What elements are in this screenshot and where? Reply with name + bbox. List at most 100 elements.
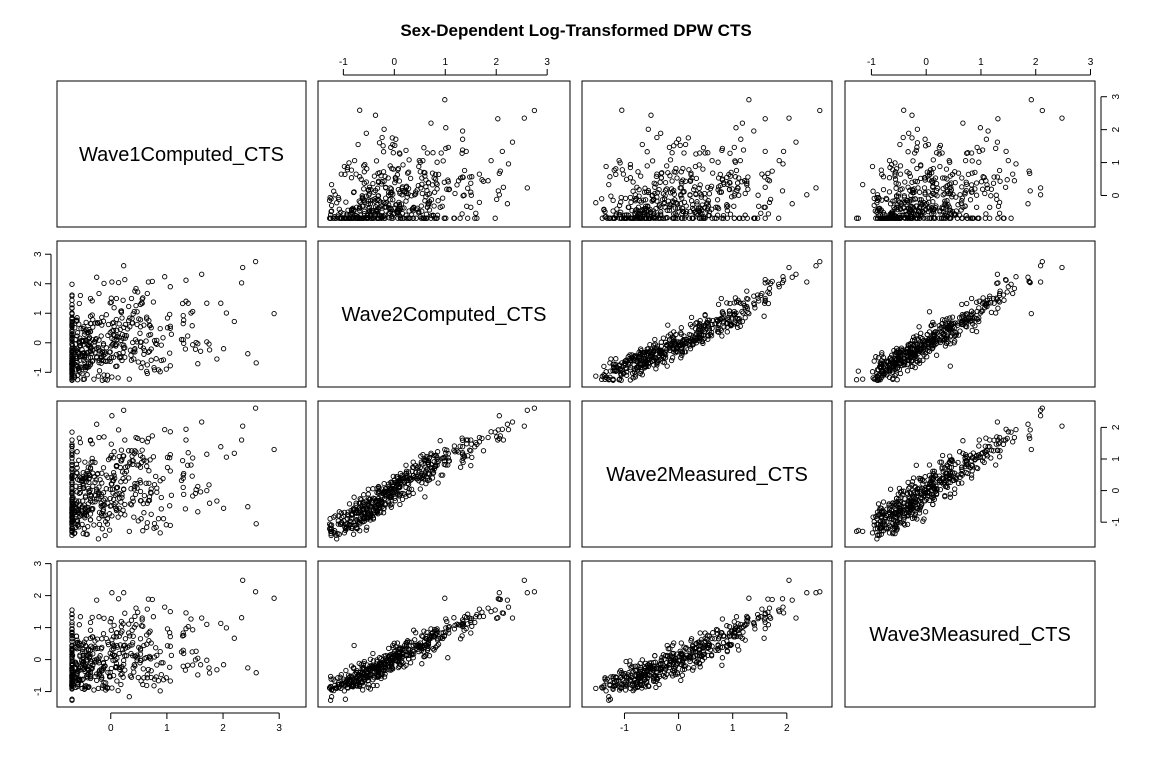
scatter-point: [126, 317, 132, 324]
scatter-point: [955, 202, 961, 208]
scatter-point: [751, 293, 757, 299]
scatter-point: [106, 527, 113, 533]
scatter-point: [1027, 427, 1033, 433]
scatter-point: [102, 351, 108, 357]
scatter-point: [855, 215, 861, 221]
scatter-point: [727, 211, 734, 217]
scatter-point: [756, 203, 762, 209]
scatter-point: [987, 204, 993, 210]
scatter-point: [635, 169, 641, 175]
scatter-point: [947, 173, 953, 179]
scatter-point: [728, 194, 735, 200]
scatter-point: [69, 437, 75, 443]
scatter-point: [690, 215, 696, 221]
scatter-point: [357, 107, 363, 113]
scatter-point: [669, 178, 675, 184]
scatter-point: [804, 192, 810, 198]
scatter-point: [789, 274, 795, 280]
scatter-point: [666, 342, 673, 348]
scatter-point: [687, 346, 694, 352]
scatter-point: [744, 288, 750, 294]
scatter-point: [674, 175, 680, 181]
scatter-point: [253, 521, 259, 527]
scatter-point: [182, 506, 189, 512]
scatter-point: [131, 669, 137, 675]
scatter-point: [676, 205, 682, 211]
scatter-point: [736, 317, 742, 323]
scatter-point: [627, 364, 634, 371]
scatter-point: [393, 136, 399, 142]
scatter-point: [610, 368, 616, 374]
scatter-point: [719, 145, 726, 152]
scatter-point: [500, 184, 507, 190]
scatter-point: [101, 280, 107, 287]
scatter-point: [1027, 188, 1033, 194]
scatter-point: [150, 454, 157, 460]
scatter-point: [649, 354, 656, 361]
scatter-point: [344, 167, 351, 173]
scatter-point: [77, 369, 83, 375]
scatter-point: [719, 215, 725, 221]
scatter-point: [756, 298, 762, 304]
scatter-point: [860, 528, 866, 535]
panel-wave1computed-cts-vs-wave2measured-cts: [581, 80, 833, 228]
scatter-point: [107, 349, 113, 355]
diagonal-label-wave1computed-cts: Wave1Computed_CTS: [79, 144, 284, 166]
scatter-point: [601, 363, 607, 370]
scatter-point: [130, 339, 136, 346]
scatter-point: [914, 179, 921, 185]
scatter-point: [708, 333, 715, 339]
scatter-point: [479, 177, 485, 183]
scatter-point: [952, 179, 958, 186]
scatter-point: [87, 343, 93, 349]
scatter-point: [935, 185, 941, 191]
scatter-point: [653, 173, 660, 180]
scatter-point: [914, 144, 920, 151]
scatter-point: [419, 208, 425, 214]
scatter-point: [942, 175, 948, 181]
scatter-point: [969, 170, 975, 176]
scatter-point: [968, 182, 975, 188]
scatter-point: [342, 171, 348, 178]
scatter-point: [111, 305, 117, 311]
scatter-point: [947, 181, 953, 187]
scatter-point: [776, 157, 782, 164]
scatter-point: [81, 526, 88, 532]
scatter-point: [720, 320, 727, 326]
scatter-point: [650, 197, 656, 204]
scatter-point: [403, 183, 410, 189]
scatter-point: [396, 150, 403, 156]
scatter-point: [880, 499, 887, 505]
scatter-point: [817, 107, 823, 114]
scatter-point: [789, 201, 795, 207]
scatter-point: [933, 352, 940, 358]
scatter-point: [662, 204, 668, 210]
scatter-point: [364, 524, 370, 530]
scatter-point: [113, 351, 120, 358]
scatter-point: [69, 336, 75, 342]
scatter-point: [762, 295, 768, 302]
scatter-point: [973, 328, 980, 335]
scatter-point: [431, 175, 437, 181]
scatter-point: [403, 462, 409, 468]
scatter-point: [731, 308, 737, 315]
scatter-point: [922, 175, 928, 181]
scatter-point: [128, 674, 135, 680]
scatter-point: [688, 198, 695, 204]
scatter-point: [431, 203, 437, 209]
scatter-point: [364, 166, 370, 172]
scatter-point: [343, 199, 349, 205]
scatter-point: [386, 645, 392, 652]
scatter-point: [134, 309, 140, 315]
scatter-point: [940, 185, 946, 192]
scatter-point: [72, 341, 79, 347]
scatter-point: [443, 215, 449, 221]
scatter-point: [94, 355, 100, 361]
scatter-point: [220, 662, 227, 668]
scatter-point: [437, 438, 443, 444]
scatter-point: [373, 158, 380, 164]
scatter-point: [180, 337, 186, 343]
scatter-point: [909, 135, 915, 141]
scatter-point: [445, 179, 451, 185]
scatter-point: [158, 671, 164, 678]
